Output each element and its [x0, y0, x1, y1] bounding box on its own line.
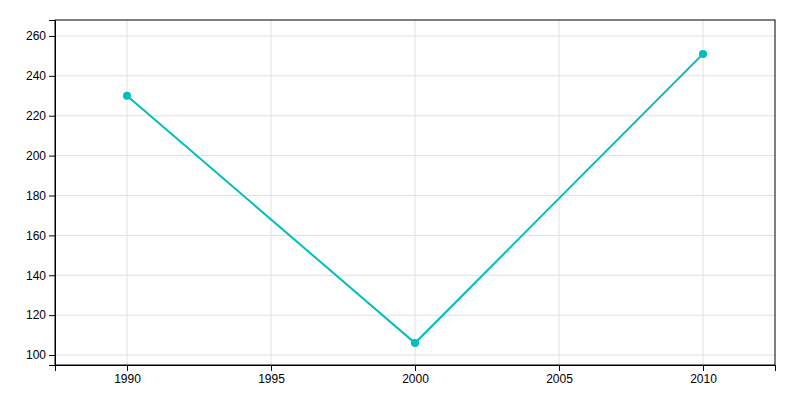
x-tick-mark [127, 365, 128, 371]
y-tick-mark [49, 195, 55, 196]
y-grid-line [55, 155, 775, 156]
y-tick-mark [49, 116, 55, 117]
y-tick-label: 200 [26, 149, 46, 163]
x-tick-label: 1990 [114, 372, 141, 386]
y-tick: 200 [26, 149, 55, 163]
y-axis-line [49, 21, 56, 366]
y-tick-mark [49, 36, 55, 37]
y-tick-label: 180 [26, 189, 46, 203]
chart: 1990 1995 2000 2005 2010 100 120 140 160 180 200 22… [0, 0, 800, 400]
x-tick: 1990 [114, 365, 141, 386]
x-tick-label: 1995 [258, 372, 285, 386]
y-tick: 260 [26, 29, 55, 43]
x-grid-line [415, 20, 416, 365]
y-tick-label: 140 [26, 269, 46, 283]
y-tick-mark [49, 315, 55, 316]
y-tick-label: 160 [26, 229, 46, 243]
y-tick: 100 [26, 348, 55, 362]
y-tick-label: 220 [26, 109, 46, 123]
point [411, 339, 419, 347]
y-tick: 120 [26, 308, 55, 322]
plot: 1990 1995 2000 2005 2010 100 120 140 160 180 200 22… [26, 20, 776, 386]
y-grid-line [55, 75, 775, 76]
y-tick: 160 [26, 229, 55, 243]
y-tick: 140 [26, 269, 55, 283]
y-grid-line [55, 195, 775, 196]
y-tick-label: 240 [26, 69, 46, 83]
y-tick-label: 260 [26, 29, 46, 43]
y-grid-line [55, 275, 775, 276]
x-tick-mark [559, 365, 560, 371]
x-tick-mark [703, 365, 704, 371]
y-grid-line [55, 35, 775, 36]
plot-frame [55, 20, 775, 365]
y-grid-line [55, 315, 775, 316]
y-tick-label: 120 [26, 308, 46, 322]
x-tick-label: 2000 [402, 372, 429, 386]
y-grid-line [55, 115, 775, 116]
y-tick: 180 [26, 189, 55, 203]
x-grid-line [559, 20, 560, 365]
series [123, 50, 707, 347]
line [127, 54, 703, 343]
x-grid-line [703, 20, 704, 365]
x-tick: 2010 [690, 365, 717, 386]
x-tick-mark [271, 365, 272, 371]
x-tick: 1995 [258, 365, 285, 386]
y-tick-mark [49, 275, 55, 276]
y-axis: 100 120 140 160 180 200 220 240 260 [26, 21, 56, 366]
y-tick-mark [49, 156, 55, 157]
x-tick: 2000 [402, 365, 429, 386]
x-grid-line [271, 20, 272, 365]
y-tick: 220 [26, 109, 55, 123]
x-grid-line [127, 20, 128, 365]
point [123, 92, 131, 100]
x-axis-line [56, 366, 776, 372]
x-tick-label: 2010 [690, 372, 717, 386]
x-tick-label: 2005 [546, 372, 573, 386]
y-tick-mark [49, 355, 55, 356]
y-grid-line [55, 355, 775, 356]
x-axis: 1990 1995 2000 2005 2010 [56, 365, 776, 386]
x-tick: 2005 [546, 365, 573, 386]
y-tick-label: 100 [26, 348, 46, 362]
x-tick-mark [415, 365, 416, 371]
y-tick-mark [49, 235, 55, 236]
y-grid-line [55, 235, 775, 236]
y-tick: 240 [26, 69, 55, 83]
grid [55, 20, 775, 365]
y-tick-mark [49, 76, 55, 77]
point [699, 50, 707, 58]
